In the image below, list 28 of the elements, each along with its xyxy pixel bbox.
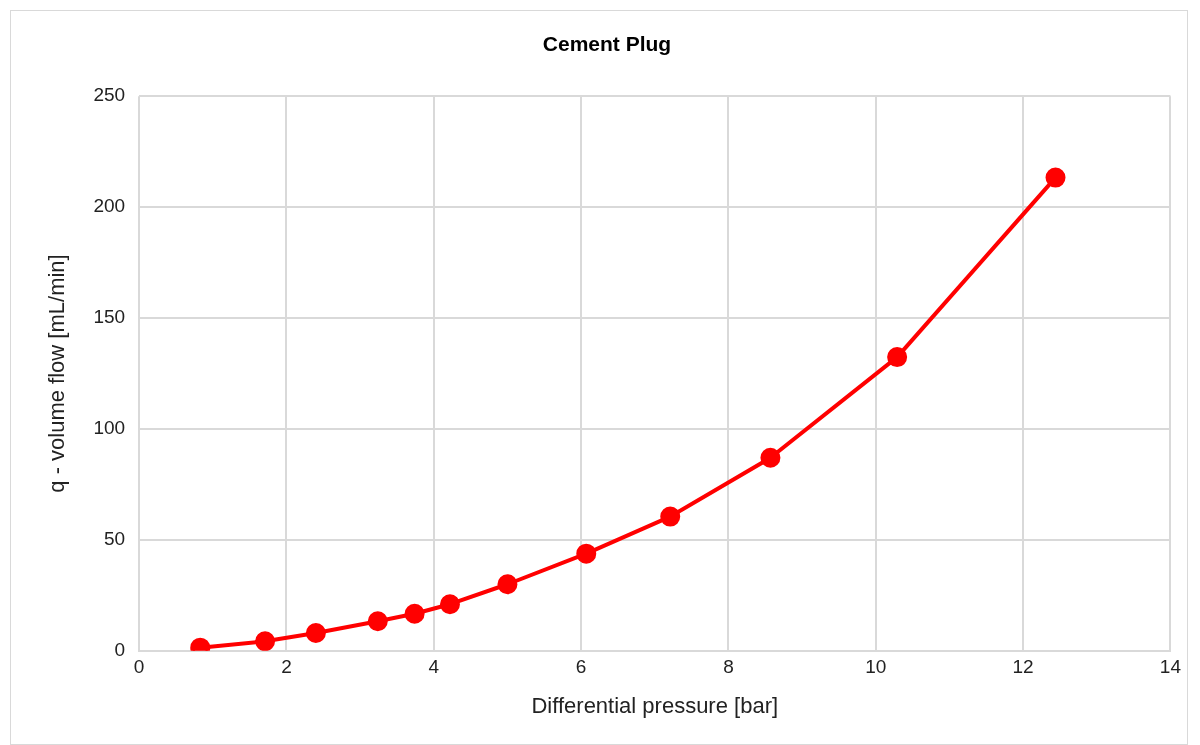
y-tick-label: 150 [93,306,126,328]
point [760,447,781,468]
y-tick-label: 50 [103,528,126,550]
point [887,347,908,368]
y-tick-label: 250 [93,84,126,106]
x-tick-label: 14 [1159,656,1182,678]
y-tick-label: 200 [93,195,126,217]
point [576,543,597,564]
x-tick-label: 12 [1012,656,1034,678]
x-tick-label: 2 [281,656,292,678]
x-tick-label: 8 [723,656,734,678]
x-tick-label: 0 [133,656,145,678]
x-axis-title: Differential pressure [bar] [531,692,779,718]
point [367,611,388,632]
y-tick-label: 0 [114,639,126,661]
point [660,506,681,527]
point [305,623,326,644]
x-tick-label: 10 [865,656,887,678]
y-axis-title: q - volume flow [mL/min] [44,254,70,493]
x-tick-label: 4 [428,656,440,678]
point [497,574,518,595]
point [255,631,276,651]
point [1045,167,1066,188]
point [404,603,425,624]
y-tick-label: 100 [93,417,126,439]
chart-title: Cement Plug [542,32,672,56]
point [439,594,460,615]
x-tick-label: 6 [575,656,587,678]
